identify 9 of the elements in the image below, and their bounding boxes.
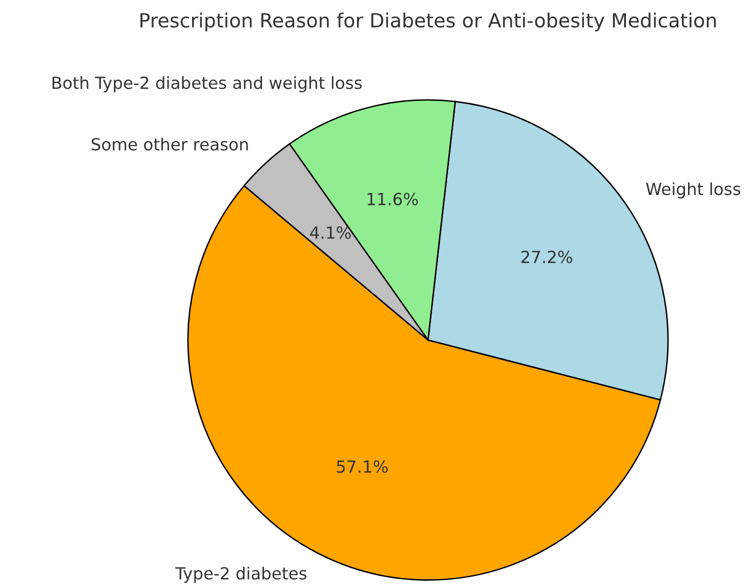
- slice-label: Some other reason: [92, 138, 248, 151]
- data-label: 4.1%: [310, 226, 351, 239]
- slice-label: Type-2 diabetes: [175, 566, 306, 583]
- data-label: 57.1%: [336, 460, 388, 473]
- slice-label: Weight loss: [646, 182, 740, 198]
- data-label: 27.2%: [521, 250, 572, 264]
- data-label: 11.6%: [368, 192, 418, 206]
- slice-label: Both Type-2 diabetes and weight loss: [52, 76, 362, 92]
- chart-title: Prescription Reason for Diabetes or Anti-obesity Medication: [140, 12, 716, 32]
